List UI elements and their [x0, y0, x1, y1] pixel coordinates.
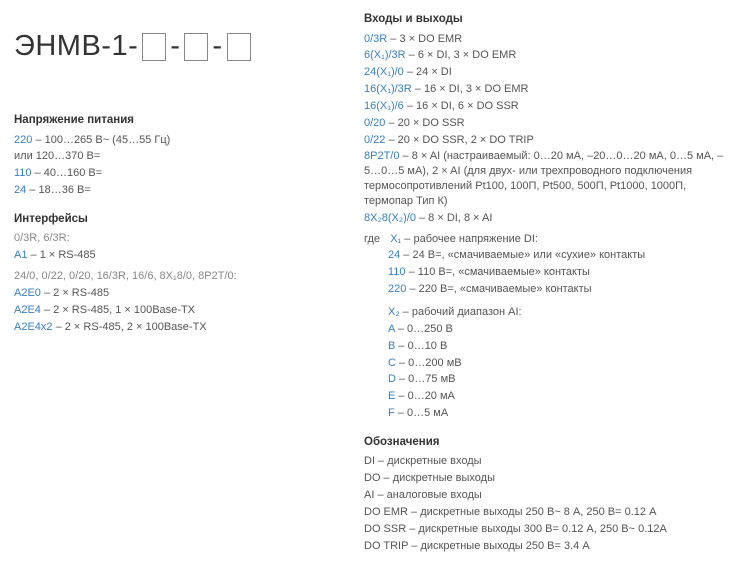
list-line: 8P2T/0 – 8 × AI (настраиваемый: 0…20 мА,…	[364, 149, 736, 208]
list-line: 0/20 – 20 × DO SSR	[364, 116, 736, 131]
list-line: 110 – 110 В=, «смачиваемые» контакты	[388, 265, 736, 280]
io-x2-header: X₂ – рабочий диапазон AI:	[388, 305, 736, 320]
list-line: C – 0…200 мВ	[388, 356, 736, 371]
list-line: 0/22 – 20 × DO SSR, 2 × DO TRIP	[364, 133, 736, 148]
power-line-1: или 120…370 В=	[14, 149, 334, 164]
slot-2	[184, 33, 208, 61]
list-line: 16(X₁)/3R – 16 × DI, 3 × DO EMR	[364, 82, 736, 97]
list-line: DO SSR – дискретные выходы 300 В= 0.12 А…	[364, 522, 736, 537]
power-title: Напряжение питания	[14, 113, 334, 129]
list-line: AI – аналоговые входы	[364, 488, 736, 503]
title-sep-2: -	[212, 30, 222, 63]
product-code-title: ЭНМВ-1- - -	[14, 30, 334, 63]
interfaces-title: Интерфейсы	[14, 212, 334, 228]
interfaces-note-0: 0/3R, 6/3R:	[14, 231, 334, 246]
list-line: A – 0…250 В	[388, 322, 736, 337]
interfaces-line-1-2: A2E4x2 – 2 × RS-485, 2 × 100Base-TX	[14, 320, 334, 335]
list-line: DO EMR – дискретные выходы 250 В~ 8 А, 2…	[364, 505, 736, 520]
power-line-2: 110 – 40…160 В=	[14, 166, 334, 181]
slot-3	[227, 33, 251, 61]
interfaces-line-1-1: A2E4 – 2 × RS-485, 1 × 100Base-TX	[14, 303, 334, 318]
interfaces-line-1-0: A2E0 – 2 × RS-485	[14, 286, 334, 301]
legend-title: Обозначения	[364, 435, 736, 451]
list-line: D – 0…75 мВ	[388, 372, 736, 387]
interfaces-line-0-0: A1 – 1 × RS-485	[14, 248, 334, 263]
list-line: B – 0…10 В	[388, 339, 736, 354]
io-lines: 0/3R – 3 × DO EMR6(X₁)/3R – 6 × DI, 3 × …	[364, 32, 736, 226]
power-line-0: 220 – 100…265 В~ (45…55 Гц)	[14, 133, 334, 148]
x2-lines: A – 0…250 В B – 0…10 В C – 0…200 мВD – 0…7…	[388, 322, 736, 421]
slot-1	[142, 33, 166, 61]
list-line: 0/3R – 3 × DO EMR	[364, 32, 736, 47]
list-line: 220 – 220 В=, «смачиваемые» контакты	[388, 282, 736, 297]
title-sep-1: -	[170, 30, 180, 63]
io-where: где X₁ – рабочее напряжение DI:	[364, 232, 736, 247]
list-line: E – 0…20 мА	[388, 389, 736, 404]
interfaces-note-1: 24/0, 0/22, 0/20, 16/3R, 16/6, 8X₁8/0, 8…	[14, 269, 334, 284]
list-line: 16(X₁)/6 – 16 × DI, 6 × DO SSR	[364, 99, 736, 114]
right-column: Входы и выходы 0/3R – 3 × DO EMR6(X₁)/3R…	[364, 12, 736, 556]
left-column: ЭНМВ-1- - - Напряжение питания 220 – 100…	[14, 12, 334, 556]
list-line: DI – дискретные входы	[364, 454, 736, 469]
legend-lines: DI – дискретные входы DO – дискретные вых…	[364, 454, 736, 553]
list-line: DO TRIP – дискретные выходы 250 В= 3.4 А	[364, 539, 736, 554]
page: ЭНМВ-1- - - Напряжение питания 220 – 100…	[14, 12, 736, 556]
io-title: Входы и выходы	[364, 12, 736, 28]
list-line: 6(X₁)/3R – 6 × DI, 3 × DO EMR	[364, 48, 736, 63]
list-line: 24 – 24 В=, «смачиваемые» или «сухие» ко…	[388, 248, 736, 263]
power-line-3: 24 – 18…36 В=	[14, 183, 334, 198]
list-line: 8X₂8(X₂)/0 – 8 × DI, 8 × AI	[364, 211, 736, 226]
x1-lines: 24 – 24 В=, «смачиваемые» или «сухие» ко…	[388, 248, 736, 297]
title-prefix: ЭНМВ-1-	[14, 30, 138, 63]
list-line: F – 0…5 мА	[388, 406, 736, 421]
list-line: 24(X₁)/0 – 24 × DI	[364, 65, 736, 80]
list-line: DO – дискретные выходы	[364, 471, 736, 486]
